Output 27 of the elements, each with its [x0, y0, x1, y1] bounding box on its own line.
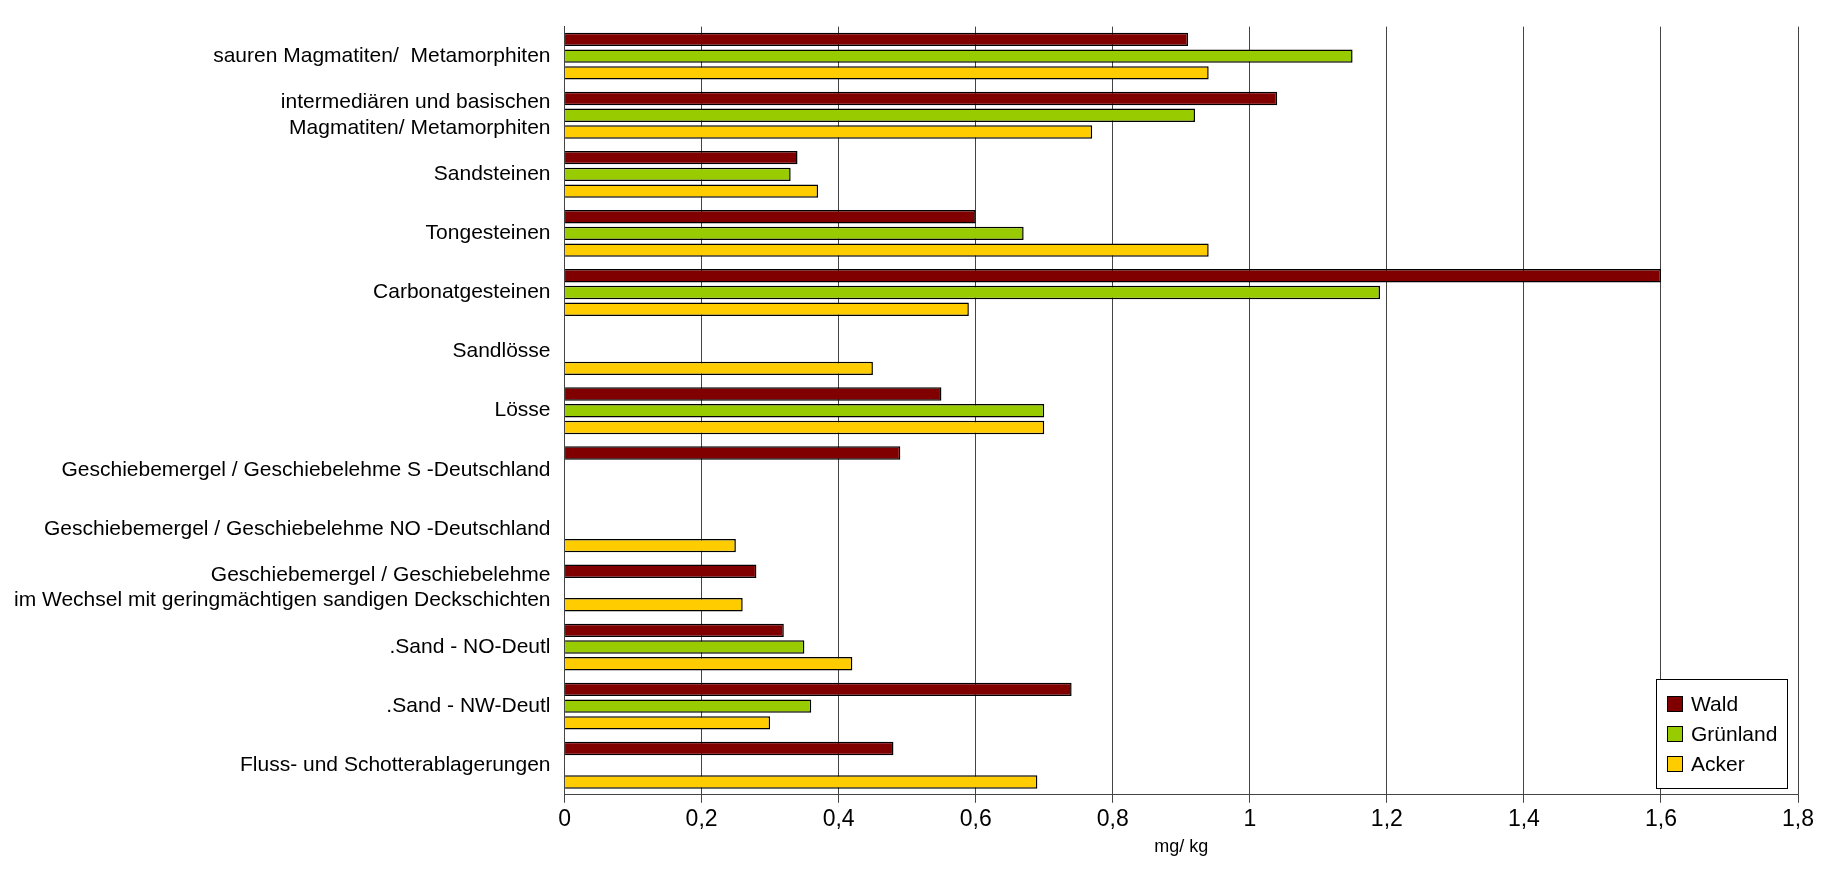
- x-axis-title: mg/ kg: [1154, 836, 1209, 857]
- y-tick-label: .Sand - NW-Deutl: [386, 692, 551, 716]
- y-tick-label: Carbonatgesteinen: [373, 279, 551, 303]
- x-tick-label: 1: [1243, 804, 1257, 831]
- x-tick-label: 0,4: [822, 804, 855, 831]
- legend-label: Grünland: [1691, 721, 1778, 746]
- x-tick-label: 0,8: [1096, 804, 1129, 831]
- x-tick-label: 1,6: [1644, 804, 1677, 831]
- y-tick-label: Fluss- und Schotterablagerungen: [240, 752, 551, 776]
- y-tick-label: Lösse: [494, 397, 551, 421]
- y-tick-label: Geschiebemergel / Geschiebelehme S -Deutschland: [61, 456, 551, 480]
- x-tick-label: 1,8: [1782, 804, 1814, 831]
- legend-label: Acker: [1691, 751, 1745, 776]
- y-tick-label: sauren Magmatiten/ Metamorphiten: [213, 42, 551, 66]
- x-tick-label: 0,2: [685, 804, 718, 831]
- y-tick-label: Tongesteinen: [425, 220, 551, 244]
- x-tick-label: 0: [558, 804, 571, 831]
- y-tick-label: Sandlösse: [452, 338, 551, 362]
- x-tick-label: 1,4: [1507, 804, 1541, 831]
- x-tick-label: 0,6: [959, 804, 992, 831]
- x-tick-label: 1,2: [1370, 804, 1403, 831]
- y-tick-label: Geschiebemergel / Geschiebelehme im Wechsel mit geringmächtigen sandigen Deckschichten: [13, 562, 551, 611]
- y-tick-label: Sandsteinen: [433, 161, 551, 185]
- y-tick-label: intermediären und basischen Magmatiten/ Metamorphiten: [280, 89, 551, 138]
- y-tick-label: Geschiebemergel / Geschiebelehme NO -Deutschland: [43, 515, 551, 539]
- legend-label: Wald: [1691, 691, 1739, 716]
- y-tick-label: .Sand - NO-Deutl: [389, 633, 551, 657]
